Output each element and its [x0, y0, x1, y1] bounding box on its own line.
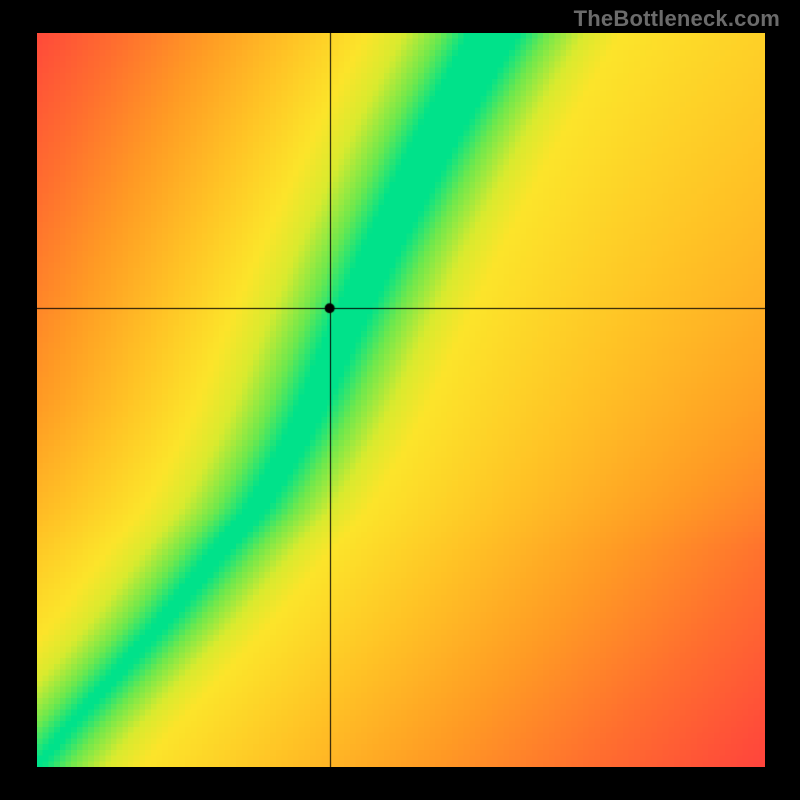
watermark-label: TheBottleneck.com: [574, 6, 780, 32]
crosshair-overlay: [37, 33, 765, 767]
chart-container: TheBottleneck.com: [0, 0, 800, 800]
